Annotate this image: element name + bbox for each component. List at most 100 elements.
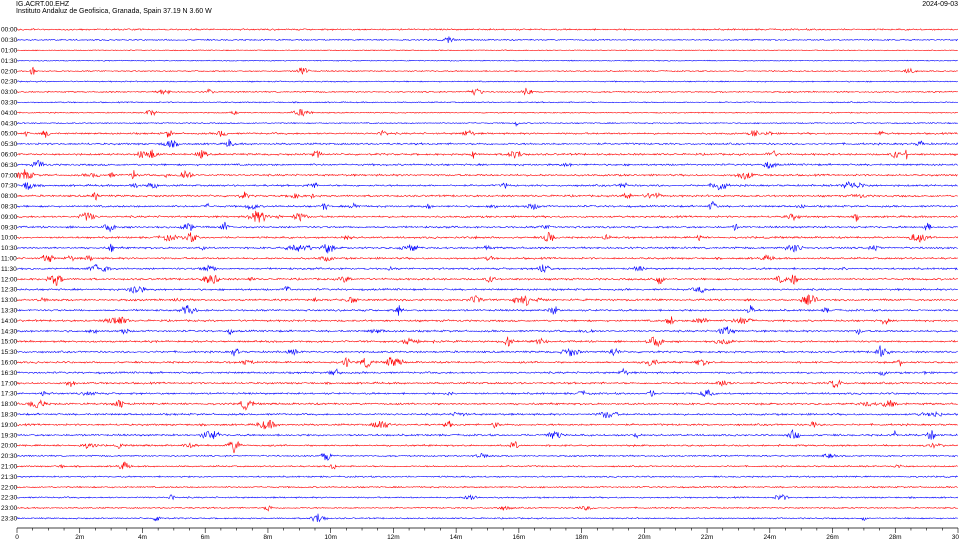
x-tick-label: 16m: [513, 534, 526, 540]
row-time-label: 23:30: [1, 516, 18, 523]
row-time-label: 09:30: [1, 224, 18, 231]
row-time-label: 22:00: [1, 484, 18, 491]
seismic-trace: [16, 326, 958, 336]
row-time-label: 13:30: [1, 308, 18, 315]
seismic-trace: [16, 243, 958, 254]
row-time-label: 15:30: [1, 349, 18, 356]
seismic-trace: [16, 101, 958, 104]
seismic-trace: [16, 87, 958, 96]
seismic-trace: [16, 428, 958, 440]
seismic-trace: [16, 285, 958, 294]
x-tick-label: 10m: [324, 534, 337, 540]
row-time-label: 02:30: [1, 79, 18, 86]
time-label-group: 00:00 00:30 01:00 01:30 02:00 02:30 03:00 03:30…: [1, 27, 18, 523]
row-time-label: 08:00: [1, 193, 18, 200]
seismic-trace: [16, 149, 959, 160]
seismic-trace: [16, 109, 958, 117]
row-time-label: 12:00: [1, 276, 18, 283]
seismic-trace: [16, 210, 958, 223]
x-tick-label: 18m: [575, 534, 588, 540]
x-tick-label: 24m: [763, 534, 776, 540]
row-time-label: 14:00: [1, 318, 18, 325]
x-tick-label: 26m: [826, 534, 839, 540]
seismic-trace: [16, 169, 958, 180]
seismic-trace: [16, 27, 959, 31]
seismic-trace: [16, 388, 958, 398]
seismic-trace: [16, 121, 958, 127]
seismic-trace: [16, 356, 958, 369]
seismic-trace: [16, 367, 958, 376]
row-time-label: 16:00: [1, 360, 18, 367]
row-time-label: 11:30: [1, 266, 17, 273]
seismic-trace: [16, 232, 959, 243]
row-time-label: 17:00: [1, 380, 18, 387]
seismic-trace: [16, 485, 958, 489]
x-tick-label: 6m: [201, 534, 210, 540]
seismic-trace: [16, 274, 958, 286]
seismic-trace: [16, 191, 958, 201]
seismic-trace: [16, 316, 959, 325]
seismic-trace: [16, 254, 958, 263]
row-time-label: 02:00: [1, 68, 18, 75]
row-time-label: 19:00: [1, 422, 18, 429]
record-date: 2024-09-03: [922, 1, 958, 8]
seismic-trace: [16, 452, 959, 461]
row-time-label: 15:00: [1, 339, 18, 346]
seismic-trace: [16, 139, 959, 148]
seismic-trace: [16, 294, 958, 307]
row-time-label: 21:00: [1, 464, 18, 471]
seismic-trace: [16, 410, 959, 419]
row-time-label: 10:00: [1, 235, 18, 242]
seismic-trace: [16, 336, 958, 348]
x-tick-label: 12m: [387, 534, 400, 540]
row-time-label: 06:00: [1, 152, 18, 159]
seismic-trace: [16, 304, 959, 316]
row-time-label: 01:30: [1, 58, 18, 65]
row-time-label: 01:00: [1, 48, 18, 55]
row-time-label: 04:00: [1, 110, 18, 117]
station-location: Instituto Andaluz de Geofisica, Granada,…: [16, 8, 212, 15]
row-time-label: 04:30: [1, 120, 18, 127]
seismic-trace: [16, 180, 958, 191]
seismic-trace: [16, 221, 958, 233]
seismic-trace: [16, 49, 958, 52]
x-tick-label: 20m: [638, 534, 651, 540]
row-time-label: 11:00: [1, 256, 17, 263]
row-time-label: 06:30: [1, 162, 18, 169]
seismic-trace: [16, 345, 958, 357]
x-tick-label: 22m: [701, 534, 714, 540]
seismic-trace: [16, 379, 958, 389]
seismic-trace: [16, 420, 958, 430]
row-time-label: 16:30: [1, 370, 18, 377]
seismic-trace: [16, 461, 958, 470]
row-time-label: 03:30: [1, 100, 18, 107]
seismic-trace: [16, 66, 958, 75]
x-tick-label: 28m: [889, 534, 902, 540]
row-time-label: 03:00: [1, 89, 18, 96]
seismic-trace: [16, 441, 959, 454]
row-time-label: 09:00: [1, 214, 18, 221]
row-time-label: 20:00: [1, 443, 18, 450]
seismic-trace: [16, 200, 959, 211]
station-code: IG.ACRT.00.EHZ: [16, 1, 70, 8]
trace-group: [16, 27, 959, 523]
seismic-trace: [16, 399, 958, 411]
seismic-trace: [16, 513, 958, 523]
row-time-label: 05:30: [1, 141, 18, 148]
seismic-trace: [16, 129, 958, 138]
row-time-label: 18:00: [1, 401, 18, 408]
row-time-label: 21:30: [1, 474, 18, 481]
seismic-trace: [16, 160, 958, 169]
row-time-label: 13:00: [1, 297, 18, 304]
row-time-label: 05:00: [1, 131, 18, 138]
x-tick-label: 14m: [450, 534, 463, 540]
x-tick-label: 4m: [138, 534, 147, 540]
seismic-trace: [16, 80, 958, 83]
seismic-trace: [16, 475, 958, 479]
x-tick-label: 2m: [75, 534, 84, 540]
seismic-trace: [16, 36, 959, 44]
row-time-label: 08:30: [1, 204, 18, 211]
row-time-label: 00:00: [1, 27, 18, 34]
row-time-label: 19:30: [1, 432, 18, 439]
